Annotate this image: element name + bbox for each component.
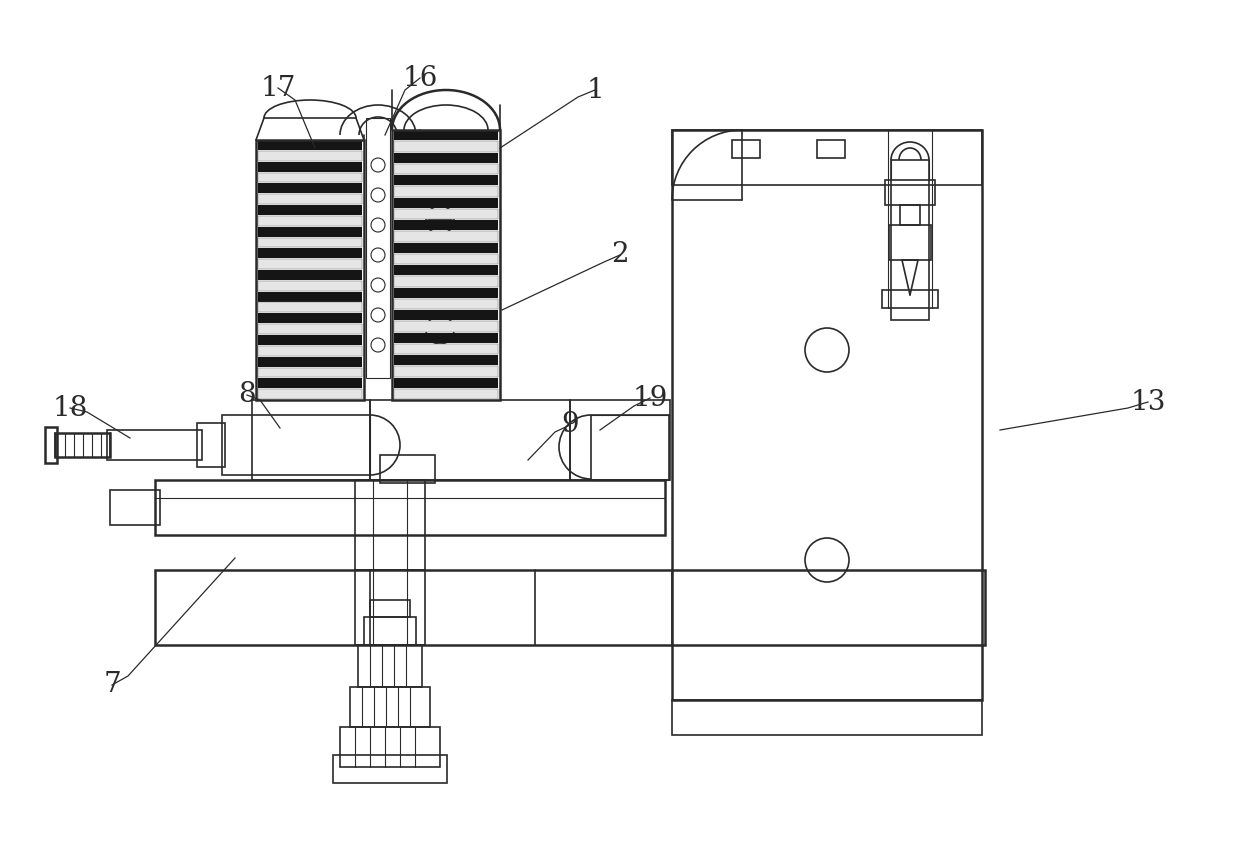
Bar — [258, 248, 362, 258]
Bar — [394, 276, 498, 287]
Bar — [334, 755, 446, 783]
Bar — [392, 130, 500, 400]
Bar — [394, 208, 498, 219]
Bar — [258, 302, 362, 313]
Bar — [394, 152, 498, 163]
Bar — [365, 617, 415, 645]
Bar — [817, 140, 844, 158]
Bar — [394, 310, 498, 320]
Bar — [258, 216, 362, 226]
Bar — [370, 600, 410, 617]
Bar — [672, 130, 982, 700]
Bar — [889, 225, 931, 260]
Bar — [258, 259, 362, 269]
Bar — [892, 160, 929, 320]
Bar — [394, 130, 498, 140]
Bar — [258, 162, 362, 171]
Bar — [900, 205, 920, 225]
Bar — [379, 455, 435, 483]
Bar — [672, 700, 982, 735]
Bar — [155, 570, 985, 645]
Bar — [222, 415, 370, 475]
Bar — [258, 368, 362, 377]
Text: 2: 2 — [611, 241, 629, 269]
Bar — [258, 346, 362, 356]
Text: 19: 19 — [632, 385, 667, 412]
Bar — [392, 130, 500, 400]
Text: 9: 9 — [562, 412, 579, 438]
Bar — [394, 186, 498, 196]
Bar — [258, 183, 362, 193]
Bar — [258, 140, 362, 150]
Bar — [255, 140, 365, 400]
Bar — [258, 378, 362, 388]
Bar — [394, 243, 498, 253]
Bar — [258, 205, 362, 215]
Bar — [885, 180, 935, 205]
Bar — [370, 400, 570, 480]
Bar — [258, 325, 362, 334]
Bar — [340, 727, 440, 767]
Bar — [394, 175, 498, 185]
Bar — [107, 430, 202, 460]
Bar — [258, 335, 362, 345]
Bar — [255, 140, 365, 400]
Bar — [258, 356, 362, 367]
Bar — [394, 220, 498, 230]
Bar — [394, 344, 498, 354]
Bar — [394, 389, 498, 399]
Bar — [394, 288, 498, 298]
Text: 1: 1 — [587, 77, 604, 103]
Bar — [258, 226, 362, 237]
Bar — [45, 427, 57, 463]
Bar — [591, 415, 670, 480]
Bar — [358, 645, 422, 687]
Bar — [355, 480, 425, 570]
Bar — [110, 490, 160, 525]
Text: 17: 17 — [260, 75, 296, 102]
Bar — [350, 687, 430, 727]
Bar — [258, 151, 362, 161]
Bar — [394, 321, 498, 331]
Bar — [252, 400, 370, 480]
Bar — [155, 480, 665, 535]
Bar — [732, 140, 760, 158]
Bar — [394, 377, 498, 387]
Bar — [55, 433, 110, 457]
Bar — [258, 281, 362, 291]
Text: 8: 8 — [238, 381, 255, 408]
Bar — [672, 130, 982, 185]
Bar — [258, 195, 362, 204]
Bar — [394, 265, 498, 276]
Bar — [394, 164, 498, 174]
Text: 16: 16 — [402, 65, 438, 91]
Bar — [258, 270, 362, 280]
Text: 18: 18 — [52, 394, 88, 422]
Text: 13: 13 — [1131, 388, 1166, 416]
Bar — [394, 197, 498, 208]
Bar — [394, 332, 498, 343]
Bar — [394, 254, 498, 264]
Bar — [882, 290, 937, 308]
Bar — [394, 366, 498, 376]
Bar — [258, 313, 362, 323]
Bar — [258, 389, 362, 399]
Bar — [258, 292, 362, 301]
Bar — [394, 141, 498, 152]
Bar — [355, 570, 425, 645]
Bar — [394, 299, 498, 309]
Bar — [258, 238, 362, 247]
Bar — [394, 232, 498, 241]
Bar — [570, 400, 670, 480]
Bar — [197, 423, 224, 467]
Text: 7: 7 — [103, 672, 120, 698]
Bar — [258, 172, 362, 183]
Bar — [366, 118, 391, 378]
Bar — [394, 355, 498, 365]
